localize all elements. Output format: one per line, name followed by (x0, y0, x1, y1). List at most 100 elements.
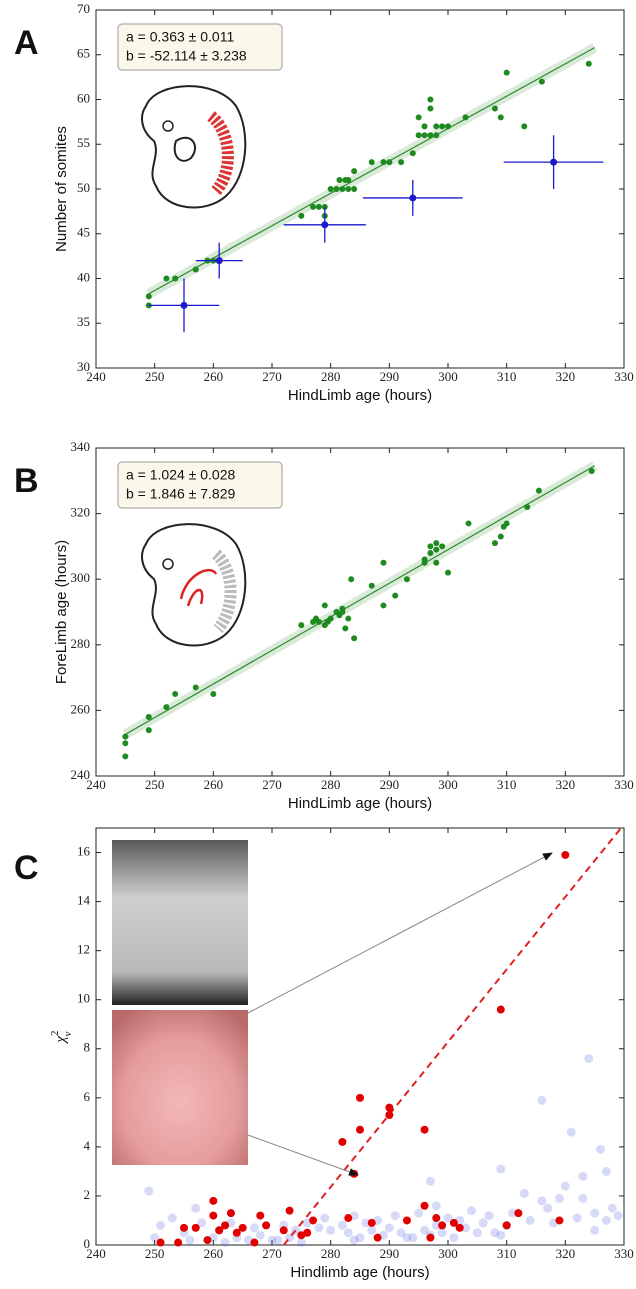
point (415, 114, 422, 121)
point (402, 1233, 412, 1243)
point (315, 203, 322, 210)
point (191, 1223, 200, 1232)
y-tick-label: 12 (77, 942, 90, 957)
x-tick-label: 280 (321, 369, 341, 384)
point (185, 1235, 195, 1245)
y-tick-label: 320 (71, 505, 91, 520)
point (163, 704, 170, 711)
point (145, 713, 152, 720)
point (426, 1233, 435, 1242)
y-tick-label: 260 (71, 701, 91, 716)
point (420, 1201, 429, 1210)
point (514, 1209, 523, 1218)
point (421, 556, 428, 563)
x-axis-label: HindLimb age (hours) (288, 387, 432, 404)
point (285, 1206, 294, 1215)
x-tick-label: 250 (145, 369, 165, 384)
point (145, 293, 152, 300)
point (525, 1215, 535, 1225)
x-tick-label: 250 (145, 1246, 165, 1261)
y-axis-label-sub: ν (62, 1031, 74, 1036)
point (327, 186, 334, 192)
point (590, 1208, 600, 1218)
point (537, 1196, 547, 1206)
y-axis-label-base: χ (53, 1036, 69, 1045)
point (210, 691, 217, 697)
point (433, 132, 440, 139)
point (163, 275, 170, 282)
point (427, 549, 434, 556)
point (420, 1125, 429, 1134)
point (554, 1193, 564, 1203)
point (384, 1223, 394, 1233)
point (465, 520, 472, 527)
point (427, 132, 434, 139)
point (484, 1211, 494, 1221)
point (238, 1223, 247, 1232)
point (203, 1236, 212, 1245)
point (314, 1223, 324, 1233)
point (455, 1223, 464, 1232)
point (298, 212, 305, 219)
panel-label: A (14, 24, 39, 62)
point (220, 1238, 230, 1248)
point (421, 132, 428, 139)
point (368, 582, 375, 589)
point (255, 1230, 265, 1240)
x-tick-label: 280 (321, 777, 341, 792)
point (309, 1216, 318, 1225)
point (345, 177, 352, 184)
point (156, 1220, 166, 1230)
point (466, 1206, 476, 1216)
point (167, 1213, 177, 1223)
x-axis-label: HindLimb age (hours) (288, 795, 432, 812)
y-tick-label: 340 (71, 439, 91, 454)
point (537, 1095, 547, 1105)
point (172, 691, 179, 697)
point (496, 1005, 505, 1014)
x-tick-label: 260 (204, 777, 224, 792)
point (315, 618, 322, 625)
point (414, 1208, 424, 1218)
point (385, 1110, 394, 1119)
point (361, 1218, 371, 1228)
point (385, 1103, 394, 1112)
x-tick-label: 320 (556, 1246, 576, 1261)
point (572, 1213, 582, 1223)
point (601, 1215, 611, 1225)
x-tick-label: 270 (262, 777, 282, 792)
point (172, 275, 179, 282)
point (380, 602, 387, 609)
fit-parameter: a = 1.024 ± 0.028 (126, 467, 235, 483)
arrow (247, 852, 553, 1014)
point (555, 1216, 564, 1225)
x-tick-label: 300 (438, 369, 458, 384)
point (368, 159, 375, 166)
inset-photo-pink (112, 1010, 248, 1165)
point (439, 543, 446, 550)
point (535, 487, 542, 494)
y-axis-label: χ2ν (49, 1030, 74, 1044)
point (273, 1235, 283, 1245)
point (578, 1193, 588, 1203)
point (144, 1186, 154, 1196)
y-tick-label: 0 (84, 1236, 91, 1251)
point (491, 105, 498, 112)
point (561, 850, 570, 859)
y-tick-label: 280 (71, 636, 91, 651)
x-tick-label: 320 (556, 369, 576, 384)
point (232, 1228, 241, 1237)
x-tick-label: 260 (204, 1246, 224, 1261)
point (351, 186, 358, 192)
point (392, 592, 399, 599)
point (433, 123, 440, 130)
x-tick-label: 310 (497, 777, 517, 792)
fit-line (148, 47, 595, 295)
point (156, 1238, 165, 1247)
point (150, 1233, 160, 1243)
point (409, 150, 416, 157)
y-tick-label: 300 (71, 570, 91, 585)
y-tick-label: 30 (77, 359, 90, 374)
